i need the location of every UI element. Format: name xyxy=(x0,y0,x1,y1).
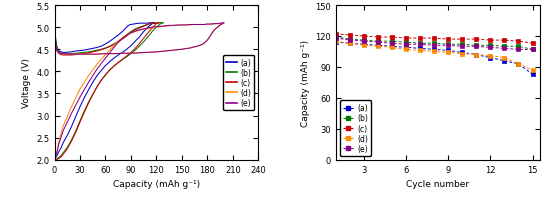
Y-axis label: Capacity (mAh g⁻¹): Capacity (mAh g⁻¹) xyxy=(301,40,310,126)
Y-axis label: Voltage (V): Voltage (V) xyxy=(22,58,31,108)
Legend: (a), (b), (c), (d), (e): (a), (b), (c), (d), (e) xyxy=(223,55,255,111)
X-axis label: Cycle number: Cycle number xyxy=(406,179,469,188)
Legend: (a), (b), (c), (d), (e): (a), (b), (c), (d), (e) xyxy=(340,101,371,156)
X-axis label: Capacity (mAh g⁻¹): Capacity (mAh g⁻¹) xyxy=(113,179,200,188)
